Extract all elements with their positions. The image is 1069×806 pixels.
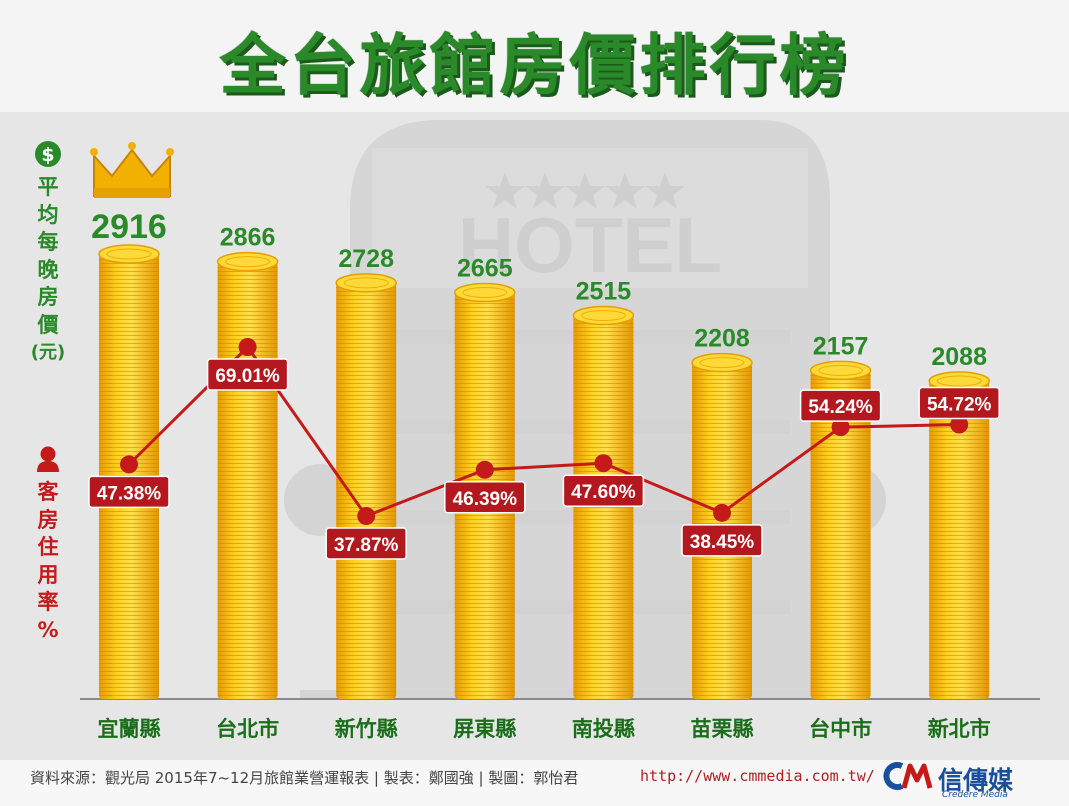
occupancy-value-label: 46.39%	[444, 481, 526, 514]
logo: 信傳媒 Credere Media	[880, 759, 1030, 803]
x-tick-label: 南投縣	[572, 717, 635, 741]
website-link[interactable]: http://www.cmmedia.com.tw/	[640, 767, 875, 785]
y-occ-char: 率	[37, 590, 59, 614]
svg-text:$: $	[41, 144, 54, 166]
occupancy-value-label: 37.87%	[325, 527, 407, 560]
bar	[572, 305, 635, 699]
x-tick-label: 苗栗縣	[691, 717, 754, 741]
page-title: 全台旅館房價排行榜	[219, 27, 850, 104]
svg-text:54.24%: 54.24%	[808, 397, 873, 418]
bar-value-label: 2728	[338, 245, 394, 273]
y-price-char: 平	[37, 175, 59, 199]
occupancy-point	[120, 455, 138, 474]
svg-text:46.39%: 46.39%	[453, 489, 518, 510]
y-axis-price-label: $ 平 均 每 晚 房 價 (元)	[28, 140, 68, 367]
svg-text:37.87%: 37.87%	[334, 535, 399, 556]
svg-text:47.60%: 47.60%	[571, 482, 636, 503]
y-price-char: 晚	[37, 257, 59, 282]
svg-text:69.01%: 69.01%	[215, 366, 280, 387]
dollar-sign-icon: $	[35, 141, 61, 167]
y-price-char: (元)	[30, 342, 66, 363]
x-tick-label: 新北市	[928, 717, 991, 741]
bar-value-label: 2515	[576, 278, 632, 306]
occupancy-value-label: 54.24%	[799, 389, 882, 422]
bar	[216, 251, 279, 699]
x-tick-label: 屏東縣	[453, 717, 516, 741]
occupancy-value-label: 54.72%	[918, 386, 1000, 420]
y-occ-char: %	[37, 617, 59, 642]
hotel-sign-text: HOTEL	[458, 201, 722, 289]
occupancy-value-label: 47.38%	[88, 475, 170, 509]
y-price-char: 每	[37, 230, 59, 254]
occupancy-point	[238, 338, 257, 356]
occupancy-value-label: 47.60%	[562, 474, 645, 507]
bar-value-label: 2665	[457, 254, 513, 282]
svg-text:54.72%: 54.72%	[927, 395, 992, 416]
crown-icon	[90, 142, 174, 198]
y-occ-char: 用	[37, 562, 59, 587]
bar	[809, 360, 872, 699]
svg-text:47.38%: 47.38%	[97, 483, 162, 504]
chart: HOTEL 2916 2866 2728 2665 2515 2208 2157 2088 4…	[80, 120, 1040, 741]
bar-value-label: 2157	[813, 332, 869, 360]
bar-value-label: 2088	[931, 343, 987, 371]
bar	[928, 371, 990, 699]
svg-text:38.45%: 38.45%	[690, 532, 755, 553]
occupancy-point	[713, 503, 731, 522]
bar-value-label: 2866	[220, 224, 276, 252]
y-occ-char: 房	[37, 507, 59, 532]
occupancy-value-label: 69.01%	[206, 358, 289, 391]
x-tick-label: 宜蘭縣	[98, 717, 161, 741]
y-price-char: 價	[37, 312, 59, 337]
occupancy-point	[475, 460, 494, 479]
y-price-char: 均	[37, 202, 59, 227]
bar-value-label: 2916	[91, 208, 167, 246]
x-tick-label: 新竹縣	[335, 717, 398, 741]
occupancy-point	[594, 454, 613, 473]
x-tick-label: 台北市	[216, 717, 279, 741]
y-occ-char: 客	[37, 480, 59, 504]
logo-name: 信傳媒	[938, 766, 1014, 795]
person-icon	[37, 446, 59, 472]
occupancy-point	[831, 418, 850, 437]
occupancy-value-label: 38.45%	[681, 524, 763, 557]
source-credit: 資料來源：觀光局 2015年7~12月旅館業營運報表 | 製表：鄭國強 | 製圖…	[30, 769, 579, 787]
title-banner: 全台旅館房價排行榜	[0, 0, 1069, 112]
occupancy-point	[357, 507, 376, 525]
bar	[335, 273, 397, 699]
bar-value-label: 2208	[694, 325, 750, 353]
y-price-char: 房	[37, 285, 59, 309]
logo-subtitle: Credere Media	[942, 790, 1008, 800]
occupancy-point	[950, 415, 969, 434]
y-axis-occupancy-label: 客 房 住 用 率 %	[28, 445, 68, 644]
x-tick-label: 台中市	[809, 717, 872, 741]
cm-logo-icon	[883, 762, 933, 790]
y-occ-char: 住	[37, 535, 59, 559]
